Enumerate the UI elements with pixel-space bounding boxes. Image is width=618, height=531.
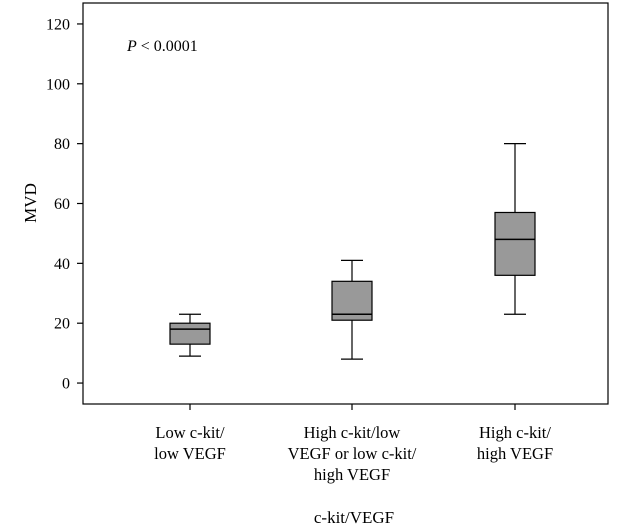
x-tick-label: Low c-kit/low VEGF bbox=[154, 423, 226, 463]
y-axis: 0 20 40 60 80 100 120 bbox=[46, 16, 83, 393]
x-tick-label-line: High c-kit/ bbox=[479, 423, 551, 442]
plot-frame bbox=[82, 2, 609, 405]
x-tick-label-line: low VEGF bbox=[154, 444, 226, 463]
boxes-layer bbox=[169, 143, 536, 360]
y-tick-label: 80 bbox=[54, 136, 70, 153]
y-tick-label: 20 bbox=[54, 316, 70, 333]
box-1 bbox=[169, 313, 211, 357]
y-tick-label: 40 bbox=[54, 256, 70, 273]
iqr-box bbox=[169, 322, 211, 345]
box-2 bbox=[331, 259, 373, 360]
y-tick-label: 120 bbox=[46, 16, 70, 33]
x-axis-label: c-kit/VEGF bbox=[314, 508, 394, 527]
x-axis: Low c-kit/low VEGF High c-kit/low VEGF or … bbox=[154, 404, 553, 484]
x-tick-label-line: VEGF or low c-kit/ bbox=[288, 444, 417, 463]
annotation-p-value: P < 0.0001 bbox=[126, 38, 198, 55]
box-3 bbox=[494, 143, 536, 315]
iqr-box bbox=[494, 211, 536, 276]
x-tick-label: High c-kit/low VEGF or low c-kit/high VEG… bbox=[288, 423, 417, 484]
x-tick-label: High c-kit/high VEGF bbox=[477, 423, 553, 463]
y-tick-label: 100 bbox=[46, 76, 70, 93]
annotation-p-rest: < 0.0001 bbox=[137, 38, 198, 55]
y-tick-label: 60 bbox=[54, 196, 70, 213]
x-tick-label-line: Low c-kit/ bbox=[155, 423, 225, 442]
annotation-p-italic: P bbox=[126, 38, 137, 55]
x-tick-label-line: High c-kit/low bbox=[304, 423, 401, 442]
y-tick-label: 0 bbox=[62, 376, 70, 393]
x-tick-label-line: high VEGF bbox=[314, 465, 390, 484]
x-tick-label-line: high VEGF bbox=[477, 444, 553, 463]
y-axis-label: MVD bbox=[21, 183, 40, 223]
